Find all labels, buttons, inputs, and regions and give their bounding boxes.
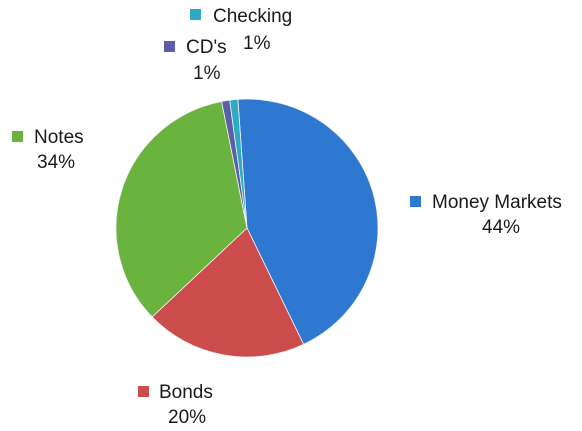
legend-swatch-bonds: [138, 386, 149, 397]
pie-slice-bonds: [151, 227, 305, 358]
slice-value-money-markets: 44%: [482, 217, 520, 238]
slice-label-cds: CD's 1%: [164, 37, 227, 84]
slice-value-checking: 1%: [243, 33, 271, 54]
legend-swatch-checking: [190, 9, 201, 20]
slice-value-cds: 1%: [193, 63, 221, 84]
slice-value-bonds: 20%: [168, 407, 206, 428]
pie-slice-checking: [229, 98, 248, 229]
slice-name-bonds: Bonds: [159, 382, 213, 403]
slice-name-checking: Checking: [213, 6, 292, 27]
slice-name-money-markets: Money Markets: [432, 192, 562, 213]
legend-swatch-notes: [12, 131, 23, 142]
slice-name-cds: CD's: [186, 37, 227, 58]
slice-label-notes: Notes 34%: [12, 127, 84, 173]
slice-label-money-markets: Money Markets 44%: [410, 192, 562, 238]
slice-label-bonds: Bonds 20%: [138, 382, 213, 428]
slice-label-checking: Checking 1%: [190, 6, 292, 54]
legend-swatch-money-markets: [410, 196, 421, 207]
slice-name-notes: Notes: [34, 127, 84, 148]
pie-slice-money-markets: [237, 98, 379, 345]
pie-slice-notes: [115, 100, 248, 318]
pie-slices: [115, 98, 379, 358]
legend-swatch-cds: [164, 41, 175, 52]
slice-value-notes: 34%: [37, 152, 75, 173]
